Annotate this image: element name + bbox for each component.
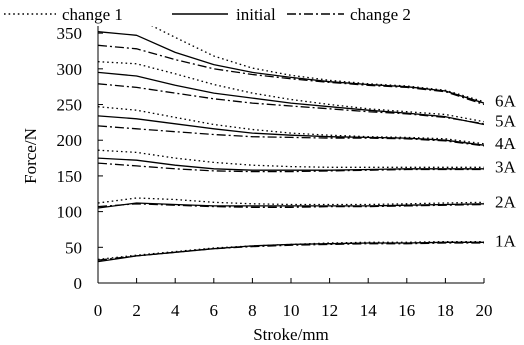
x-tick-label: 4	[171, 301, 180, 320]
x-axis-label: Stroke/mm	[253, 325, 329, 344]
x-tick-label: 14	[360, 301, 378, 320]
series-initial-3A	[98, 157, 484, 171]
x-ticks: 0 2 4 6 8 10 12 14 16 18 20	[94, 278, 493, 320]
y-tick-label: 250	[57, 96, 83, 115]
x-tick-label: 12	[321, 301, 338, 320]
current-label-4A: 4A	[495, 134, 517, 153]
x-tick-label: 6	[210, 301, 219, 320]
x-tick-label: 8	[248, 301, 257, 320]
current-label-2A: 2A	[495, 192, 517, 211]
y-tick-label: 300	[57, 60, 83, 79]
y-axis-label: Force/N	[21, 128, 40, 184]
series-change-2-5A	[98, 83, 484, 125]
current-label-1A: 1A	[495, 232, 517, 251]
series-change-1-5A	[98, 61, 484, 123]
y-tick-label: 100	[57, 203, 83, 222]
x-tick-label: 20	[476, 301, 493, 320]
current-label-6A: 6A	[495, 92, 517, 111]
current-label-3A: 3A	[495, 157, 517, 176]
y-tick-label: 350	[57, 24, 83, 43]
legend-label-initial: initial	[236, 5, 276, 24]
series-layer	[98, 26, 484, 263]
series-initial-4A	[98, 115, 484, 146]
series-initial-5A	[98, 71, 484, 126]
legend-label-change-1: change 1	[62, 5, 123, 24]
series-initial-2A	[98, 202, 484, 209]
y-ticks: 0 50 100 150 200 250 300 350	[57, 24, 103, 293]
y-tick-label: 50	[65, 238, 82, 257]
x-tick-label: 0	[94, 301, 103, 320]
series-change-1-3A	[98, 149, 484, 168]
x-tick-label: 16	[398, 301, 415, 320]
series-change-2-4A	[98, 125, 484, 147]
x-tick-label: 18	[437, 301, 454, 320]
series-initial-6A	[98, 31, 484, 104]
series-change-2-1A	[98, 242, 484, 261]
series-change-2-3A	[98, 162, 484, 173]
legend: change 1 initial change 2	[4, 5, 411, 24]
y-tick-label: 150	[57, 167, 83, 186]
legend-label-change-2: change 2	[350, 5, 411, 24]
series-change-1-2A	[98, 197, 484, 206]
series-change-2-6A	[98, 44, 484, 106]
current-label-5A: 5A	[495, 112, 517, 131]
x-tick-label: 10	[283, 301, 300, 320]
x-tick-label: 2	[132, 301, 141, 320]
series-change-1-1A	[98, 240, 484, 261]
series-change-1-4A	[98, 106, 484, 145]
y-tick-label: 0	[74, 274, 83, 293]
y-tick-label: 200	[57, 131, 83, 150]
series-change-2-2A	[98, 203, 484, 208]
